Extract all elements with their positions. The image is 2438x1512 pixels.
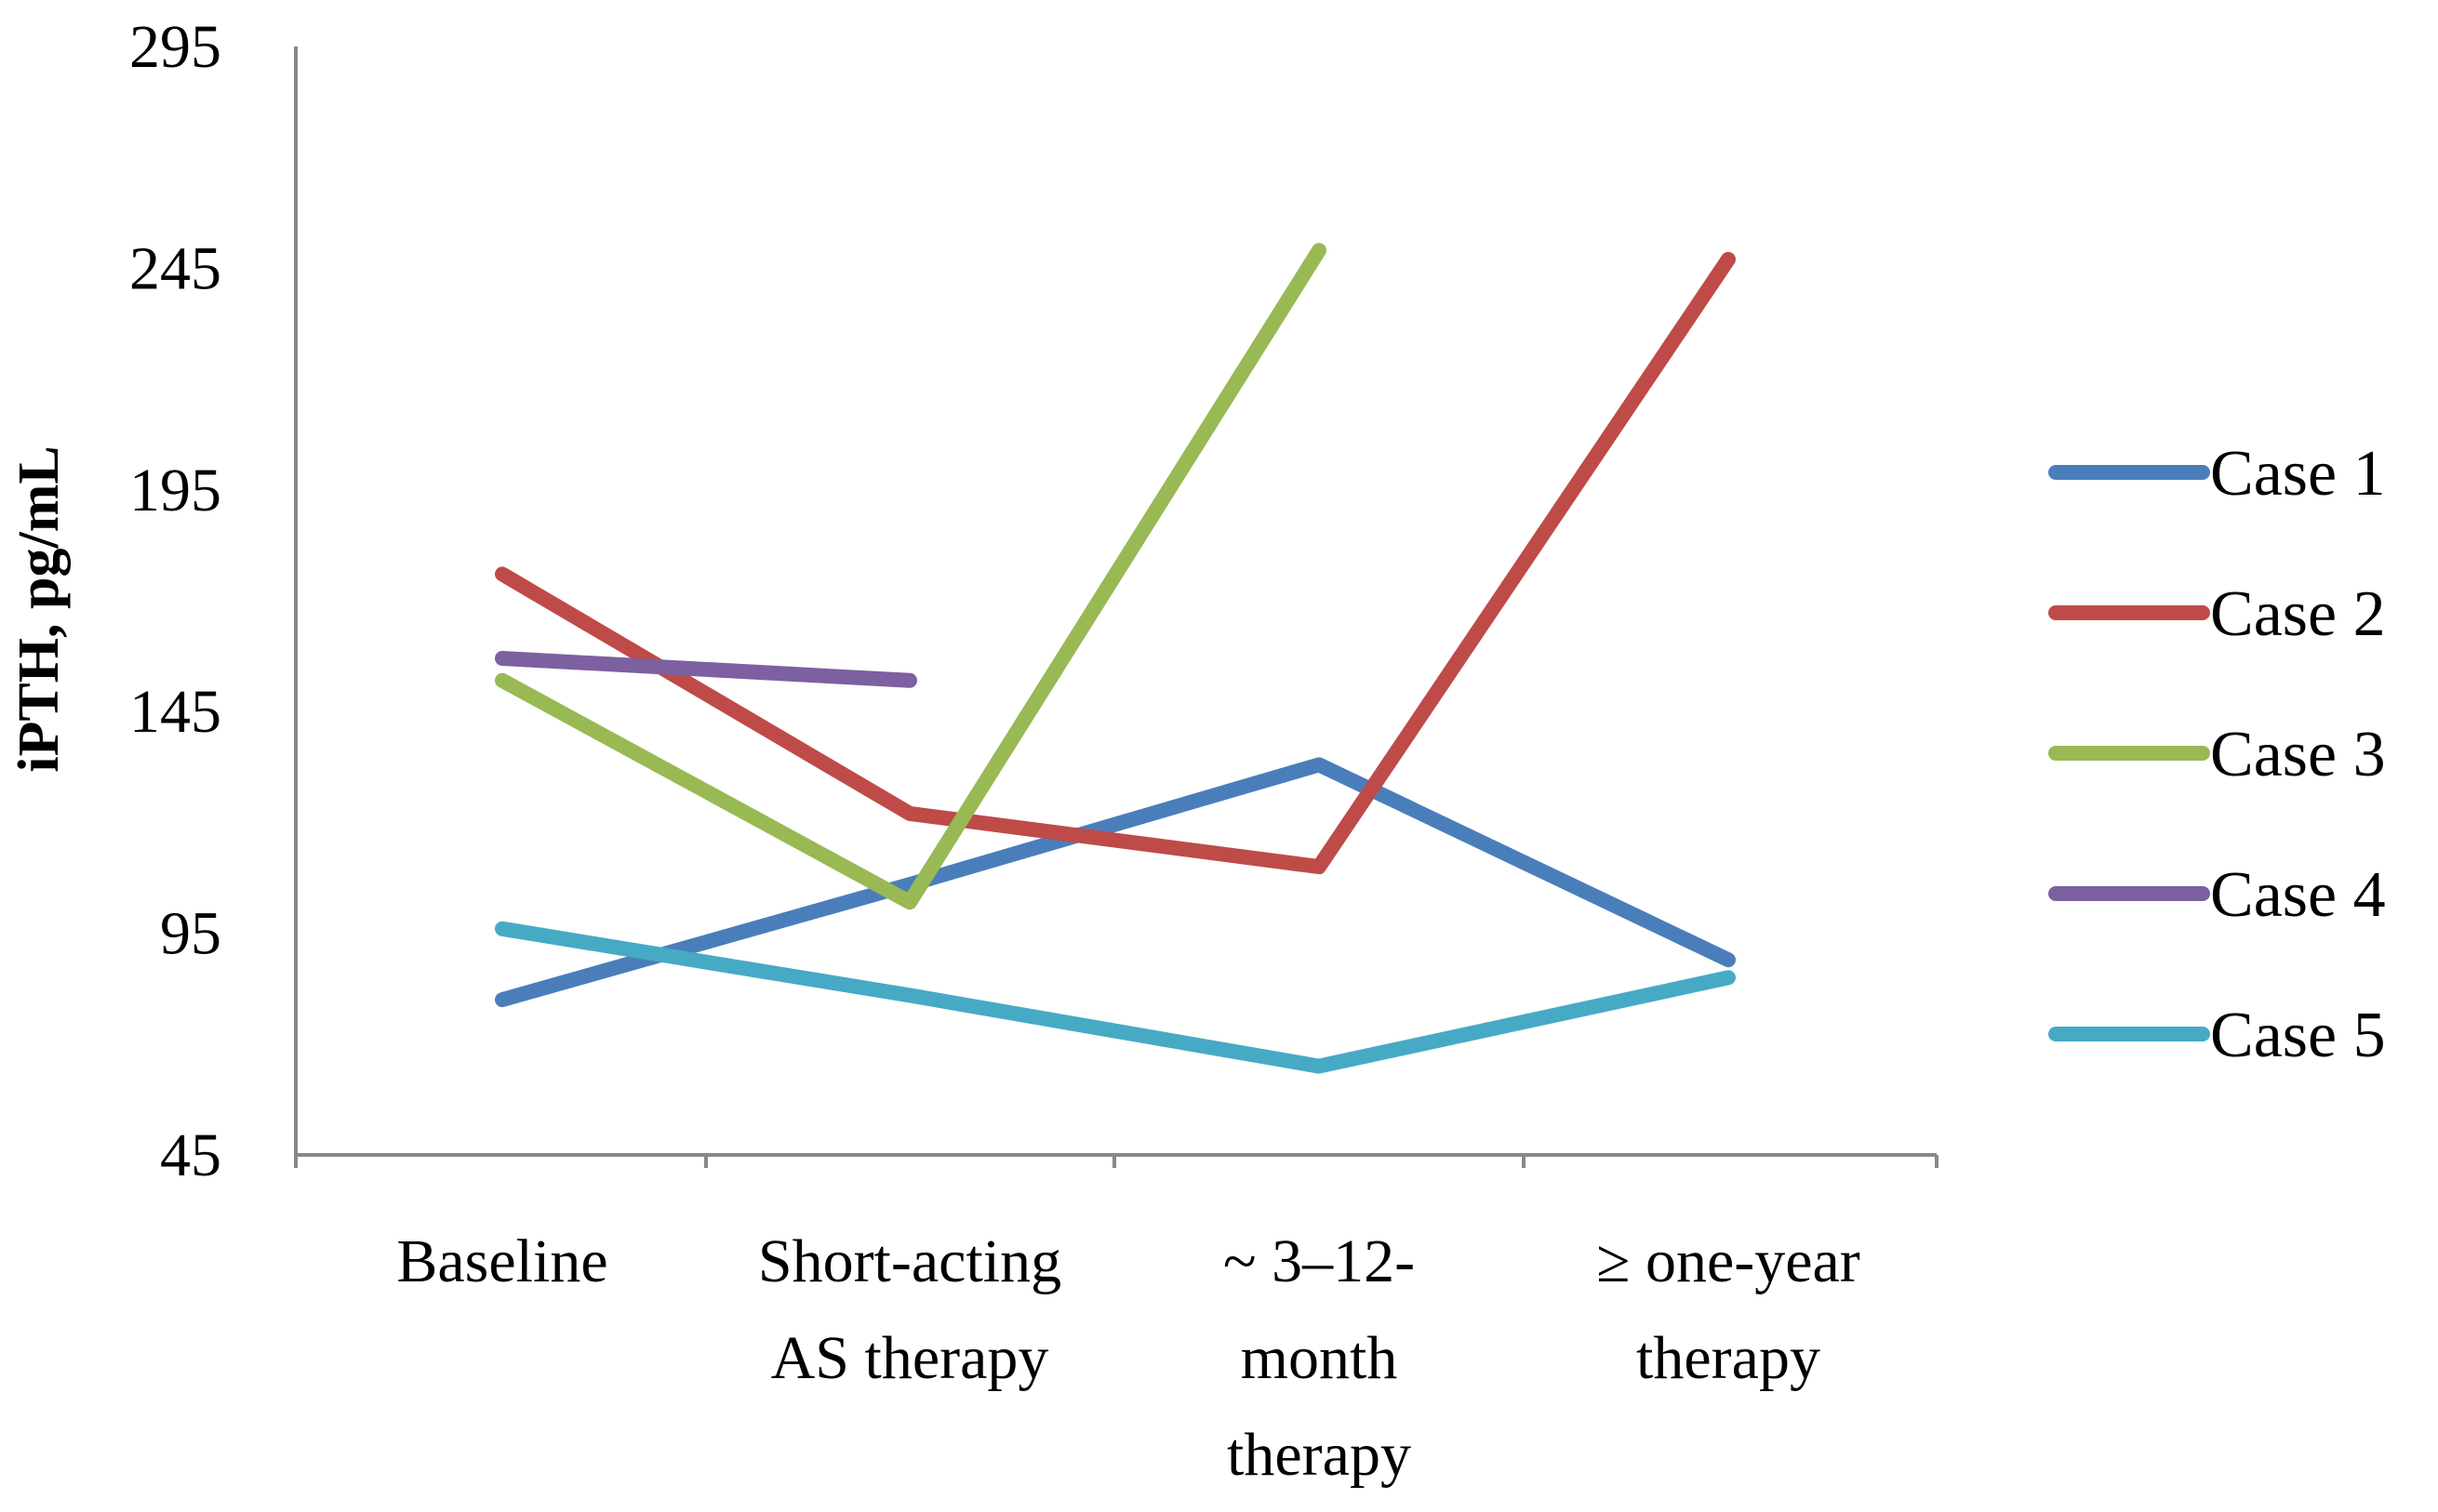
x-tick-label: therapy — [1227, 1421, 1411, 1489]
series-line-case-4 — [495, 651, 917, 688]
x-tick-label: AS therapy — [771, 1324, 1049, 1392]
series-lines — [495, 243, 1736, 1074]
legend-label: Case 1 — [2210, 438, 2386, 510]
y-tick-label: 245 — [129, 234, 221, 302]
y-tick-label: 195 — [129, 457, 221, 524]
legend: Case 1 Case 2 Case 3 Case 4 Case 5 — [2048, 438, 2386, 1071]
y-tick-label: 95 — [160, 900, 221, 968]
x-tick-label: therapy — [1636, 1324, 1820, 1392]
y-axis-label: iPTH, pg/mL — [7, 445, 71, 772]
x-tick-label: Short-acting — [758, 1227, 1061, 1295]
legend-label: Case 2 — [2210, 578, 2386, 650]
y-tick-labels: 295 245 195 145 95 45 — [129, 13, 221, 1189]
y-tick-label: 45 — [160, 1121, 221, 1189]
y-tick-label: 145 — [129, 678, 221, 746]
legend-label: Case 4 — [2210, 859, 2386, 931]
legend-label: Case 3 — [2210, 719, 2386, 790]
series-line-case-5 — [495, 921, 1736, 1074]
x-tick-label: Baseline — [396, 1227, 607, 1295]
x-tick-label: month — [1241, 1324, 1398, 1392]
x-tick-labels: Baseline Short-acting AS therapy ~ 3–12- mon… — [396, 1227, 1859, 1489]
series-line-case-1 — [495, 757, 1736, 1008]
legend-label: Case 5 — [2210, 1000, 2386, 1071]
y-tick-label: 295 — [129, 13, 221, 81]
chart-axes — [294, 46, 1938, 1168]
x-tick-label: ~ 3–12- — [1223, 1227, 1415, 1295]
x-tick-label: ≥ one-year — [1596, 1227, 1860, 1295]
series-line-case-2 — [495, 251, 1736, 875]
series-line-case-3 — [495, 243, 1326, 910]
